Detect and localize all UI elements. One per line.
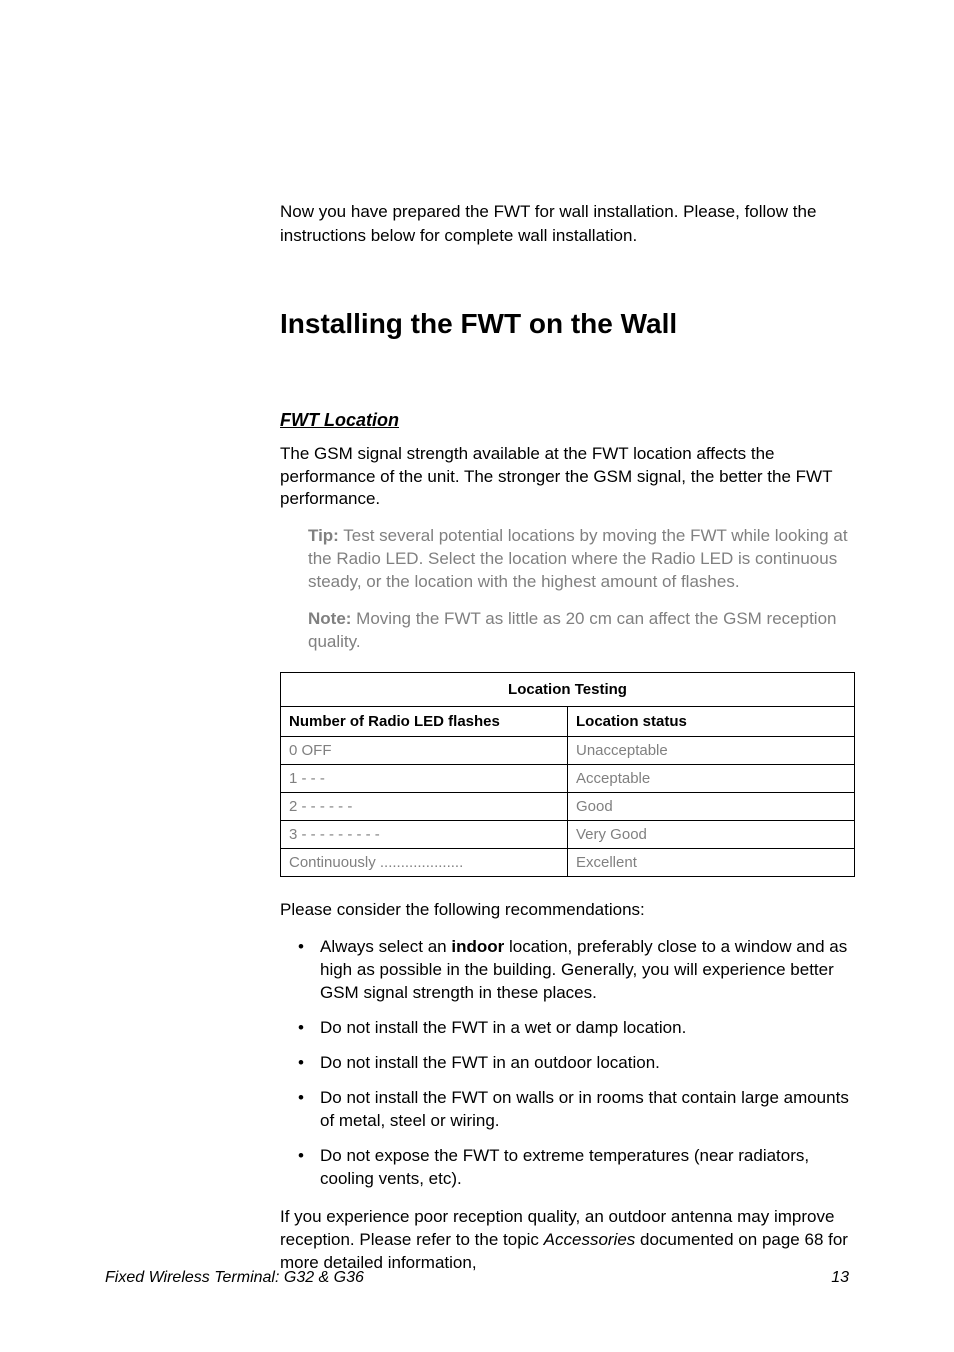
recommendations-intro: Please consider the following recommenda…: [280, 899, 855, 922]
subsection-heading: FWT Location: [280, 410, 855, 431]
note-text: Moving the FWT as little as 20 cm can af…: [308, 609, 836, 651]
table-cell: 3 - - - - - - - - -: [281, 821, 568, 849]
table-cell: Good: [568, 793, 855, 821]
footer-title: Fixed Wireless Terminal: G32 & G36: [105, 1269, 364, 1287]
intro-paragraph: Now you have prepared the FWT for wall i…: [280, 200, 855, 248]
note-label: Note:: [308, 609, 351, 628]
tip-label: Tip:: [308, 526, 339, 545]
page-content: Now you have prepared the FWT for wall i…: [280, 200, 855, 1289]
table-cell: 1 - - -: [281, 765, 568, 793]
fwt-location-paragraph: The GSM signal strength available at the…: [280, 443, 855, 512]
table-title: Location Testing: [281, 673, 855, 707]
recommendations-list: Always select an indoor location, prefer…: [280, 936, 855, 1190]
table-row: 1 - - - Acceptable: [281, 765, 855, 793]
table-header-flashes: Number of Radio LED flashes: [281, 707, 568, 737]
page-footer: Fixed Wireless Terminal: G32 & G36 13: [105, 1269, 849, 1287]
table-cell: Continuously ....................: [281, 849, 568, 877]
list-item: Do not expose the FWT to extreme tempera…: [280, 1145, 855, 1191]
table-cell: Excellent: [568, 849, 855, 877]
list-item: Do not install the FWT on walls or in ro…: [280, 1087, 855, 1133]
table-cell: Unacceptable: [568, 737, 855, 765]
table-cell: Very Good: [568, 821, 855, 849]
bullet-text-pre: Always select an: [320, 937, 451, 956]
page-number: 13: [831, 1269, 849, 1287]
table-header-status: Location status: [568, 707, 855, 737]
location-testing-table: Location Testing Number of Radio LED fla…: [280, 672, 855, 877]
table-row: 0 OFF Unacceptable: [281, 737, 855, 765]
bullet-bold: indoor: [451, 937, 504, 956]
tip-block: Tip: Test several potential locations by…: [308, 525, 855, 594]
table-cell: 0 OFF: [281, 737, 568, 765]
section-heading: Installing the FWT on the Wall: [280, 308, 855, 340]
table-cell: Acceptable: [568, 765, 855, 793]
table-row: Continuously .................... Excell…: [281, 849, 855, 877]
list-item: Do not install the FWT in a wet or damp …: [280, 1017, 855, 1040]
table-cell: 2 - - - - - -: [281, 793, 568, 821]
tip-text: Test several potential locations by movi…: [308, 526, 848, 591]
closing-paragraph: If you experience poor reception quality…: [280, 1206, 855, 1275]
table-row: 3 - - - - - - - - - Very Good: [281, 821, 855, 849]
table-row: 2 - - - - - - Good: [281, 793, 855, 821]
note-block: Note: Moving the FWT as little as 20 cm …: [308, 608, 855, 654]
list-item: Do not install the FWT in an outdoor loc…: [280, 1052, 855, 1075]
list-item: Always select an indoor location, prefer…: [280, 936, 855, 1005]
closing-italic: Accessories: [544, 1230, 636, 1249]
